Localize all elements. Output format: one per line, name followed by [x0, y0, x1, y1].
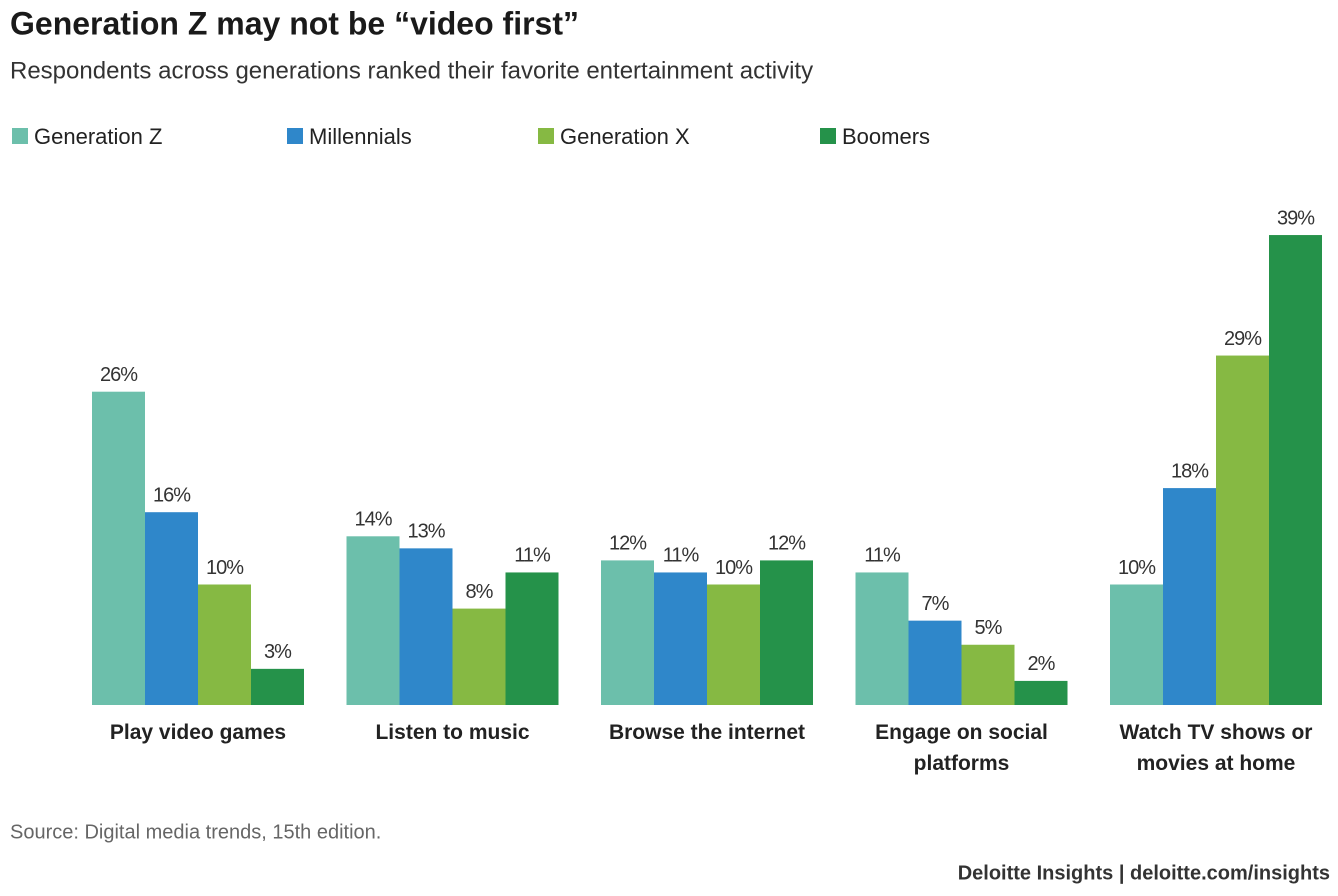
bar: [961, 644, 1015, 705]
bar: [1110, 584, 1163, 705]
bar: [1216, 355, 1269, 705]
value-label: 12%: [609, 533, 647, 555]
bar: [145, 512, 198, 705]
bar: [707, 584, 760, 705]
value-label: 39%: [1277, 207, 1315, 229]
value-label: 10%: [1118, 557, 1156, 579]
bar: [251, 668, 304, 705]
source: Source: Digital media trends, 15th editi…: [10, 821, 381, 843]
legend-swatch: [538, 128, 554, 144]
x-tick-label: Engage on social platforms: [875, 721, 1048, 775]
x-tick-label: Browse the internet: [608, 721, 806, 744]
chart-title: Generation Z may not be “video first”: [10, 5, 579, 41]
value-label: 16%: [153, 484, 191, 506]
value-label: 10%: [206, 557, 244, 579]
value-label: 3%: [264, 641, 292, 663]
bar: [452, 608, 506, 705]
value-label: 11%: [514, 545, 551, 567]
bar: [92, 391, 145, 705]
value-label: 11%: [663, 545, 700, 567]
credit: Deloitte Insights | deloitte.com/insight…: [958, 862, 1330, 884]
bar: [1269, 235, 1322, 706]
value-label: 18%: [1171, 460, 1209, 482]
bar: [346, 536, 400, 705]
value-label: 11%: [864, 545, 901, 567]
bar: [601, 560, 654, 705]
legend-label: Generation Z: [34, 124, 162, 149]
chart-subtitle: Respondents across generations ranked th…: [10, 57, 813, 84]
value-label: 2%: [1028, 653, 1056, 675]
bar: [399, 548, 453, 705]
bar: [760, 560, 813, 705]
legend-label: Millennials: [309, 124, 412, 149]
value-label: 12%: [768, 533, 806, 555]
bar: [1163, 488, 1216, 705]
bar: [198, 584, 251, 705]
bar: [505, 572, 559, 705]
value-label: 14%: [354, 509, 392, 531]
value-label: 5%: [975, 617, 1003, 639]
legend-swatch: [12, 128, 28, 144]
value-label: 7%: [922, 593, 950, 615]
bar: [855, 572, 909, 705]
value-label: 26%: [100, 364, 138, 386]
legend-swatch: [820, 128, 836, 144]
bar: [908, 620, 962, 705]
bar: [1014, 680, 1068, 705]
legend-label: Boomers: [842, 124, 930, 149]
value-label: 13%: [407, 521, 445, 543]
value-label: 10%: [715, 557, 753, 579]
value-label: 29%: [1224, 328, 1262, 350]
legend-label: Generation X: [560, 124, 690, 149]
value-label: 8%: [466, 581, 494, 603]
x-tick-label: Watch TV shows or movies at home: [1119, 721, 1313, 775]
x-tick-label: Play video games: [109, 721, 287, 744]
legend-swatch: [287, 128, 303, 144]
bar: [654, 572, 707, 705]
x-tick-label: Listen to music: [375, 721, 530, 744]
